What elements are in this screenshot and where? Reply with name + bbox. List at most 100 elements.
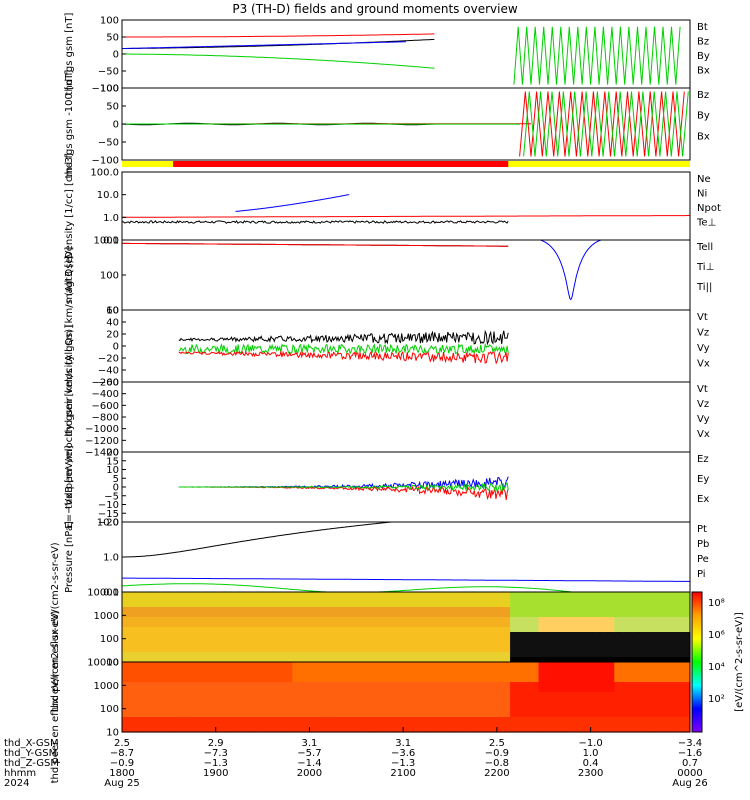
heatmap-cell — [424, 727, 435, 733]
heatmap-cell — [652, 617, 663, 623]
heatmap-cell — [330, 612, 341, 618]
heatmap-cell — [453, 642, 464, 648]
heatmap-cell — [614, 667, 625, 673]
heatmap-cell — [510, 612, 521, 618]
heatmap-cell — [633, 687, 644, 693]
heatmap-cell — [661, 597, 672, 603]
y-tick-label: 20 — [106, 330, 119, 341]
heatmap-cell — [614, 712, 625, 718]
heatmap-cell — [197, 652, 208, 658]
heatmap-cell — [623, 652, 634, 658]
ey-line — [178, 482, 509, 492]
heatmap-cell — [595, 707, 606, 713]
heatmap-cell — [368, 697, 379, 703]
heatmap-cell — [538, 677, 549, 683]
heatmap-cell — [349, 627, 360, 633]
heatmap-cell — [273, 722, 284, 728]
heatmap-cell — [245, 637, 256, 643]
heatmap-cell — [159, 627, 170, 633]
heatmap-cell — [216, 657, 227, 663]
heatmap-cell — [585, 707, 596, 713]
heatmap-cell — [311, 602, 322, 608]
heatmap-cell — [424, 592, 435, 598]
heatmap-cell — [661, 682, 672, 688]
heatmap-cell — [415, 662, 426, 668]
heatmap-cell — [406, 647, 417, 653]
heatmap-cell — [235, 687, 246, 693]
heatmap-cell — [140, 662, 151, 668]
heatmap-cell — [472, 632, 483, 638]
heatmap-cell — [339, 722, 350, 728]
heatmap-cell — [264, 682, 275, 688]
footer-cell: −3.6 — [391, 748, 415, 759]
heatmap-cell — [140, 712, 151, 718]
legend-entry: Bx — [697, 66, 710, 77]
heatmap-cell — [150, 617, 161, 623]
heatmap-cell — [443, 652, 454, 658]
heatmap-cell — [358, 597, 369, 603]
y-tick-label: −100 — [92, 84, 119, 95]
heatmap-cell — [424, 597, 435, 603]
heatmap-cell — [282, 712, 293, 718]
heatmap-cell — [529, 617, 540, 623]
heatmap-cell — [406, 602, 417, 608]
heatmap-cell — [519, 632, 530, 638]
heatmap-cell — [159, 717, 170, 723]
heatmap-cell — [548, 692, 559, 698]
heatmap-cell — [311, 702, 322, 708]
heatmap-cell — [368, 677, 379, 683]
heatmap-cell — [235, 662, 246, 668]
heatmap-cell — [197, 722, 208, 728]
y-tick-label: 10 — [106, 658, 119, 669]
y-tick-label: −1400 — [85, 448, 119, 459]
heatmap-cell — [595, 647, 606, 653]
heatmap-cell — [519, 652, 530, 658]
footer-cell: 3.1 — [301, 738, 317, 749]
heatmap-cell — [661, 632, 672, 638]
heatmap-cell — [349, 637, 360, 643]
heatmap-cell — [538, 627, 549, 633]
y-tick-label: −50 — [98, 138, 119, 149]
heatmap-cell — [462, 692, 473, 698]
heatmap-cell — [330, 667, 341, 673]
heatmap-cell — [519, 607, 530, 613]
heatmap-cell — [245, 607, 256, 613]
heatmap-cell — [188, 722, 199, 728]
heatmap-cell — [604, 592, 615, 598]
heatmap-cell — [330, 627, 341, 633]
heatmap-cell — [235, 617, 246, 623]
heatmap-cell — [140, 727, 151, 733]
heatmap-cell — [510, 677, 521, 683]
heatmap-cell — [548, 632, 559, 638]
heatmap-cell — [595, 597, 606, 603]
heatmap-cell — [519, 727, 530, 733]
heatmap-cell — [216, 672, 227, 678]
heatmap-cell — [614, 682, 625, 688]
ti-par-line — [122, 237, 508, 239]
heatmap-cell — [197, 692, 208, 698]
heatmap-cell — [510, 692, 521, 698]
heatmap-cell — [131, 597, 142, 603]
heatmap-cell — [453, 667, 464, 673]
heatmap-cell — [368, 642, 379, 648]
heatmap-cell — [576, 672, 587, 678]
heatmap-cell — [358, 672, 369, 678]
heatmap-cell — [661, 617, 672, 623]
heatmap-cell — [377, 632, 388, 638]
heatmap-cell — [529, 607, 540, 613]
heatmap-cell — [311, 722, 322, 728]
heatmap-cell — [462, 597, 473, 603]
heatmap-cell — [188, 662, 199, 668]
heatmap-cell — [434, 692, 445, 698]
heatmap-cell — [529, 597, 540, 603]
heatmap-cell — [330, 672, 341, 678]
heatmap-cell — [529, 717, 540, 723]
heatmap-cell — [415, 667, 426, 673]
heatmap-cell — [273, 627, 284, 633]
heatmap-cell — [292, 692, 303, 698]
til-perp-line — [122, 234, 508, 236]
heatmap-cell — [680, 687, 691, 693]
heatmap-cell — [614, 672, 625, 678]
heatmap-cell — [538, 722, 549, 728]
heatmap-cell — [557, 632, 568, 638]
